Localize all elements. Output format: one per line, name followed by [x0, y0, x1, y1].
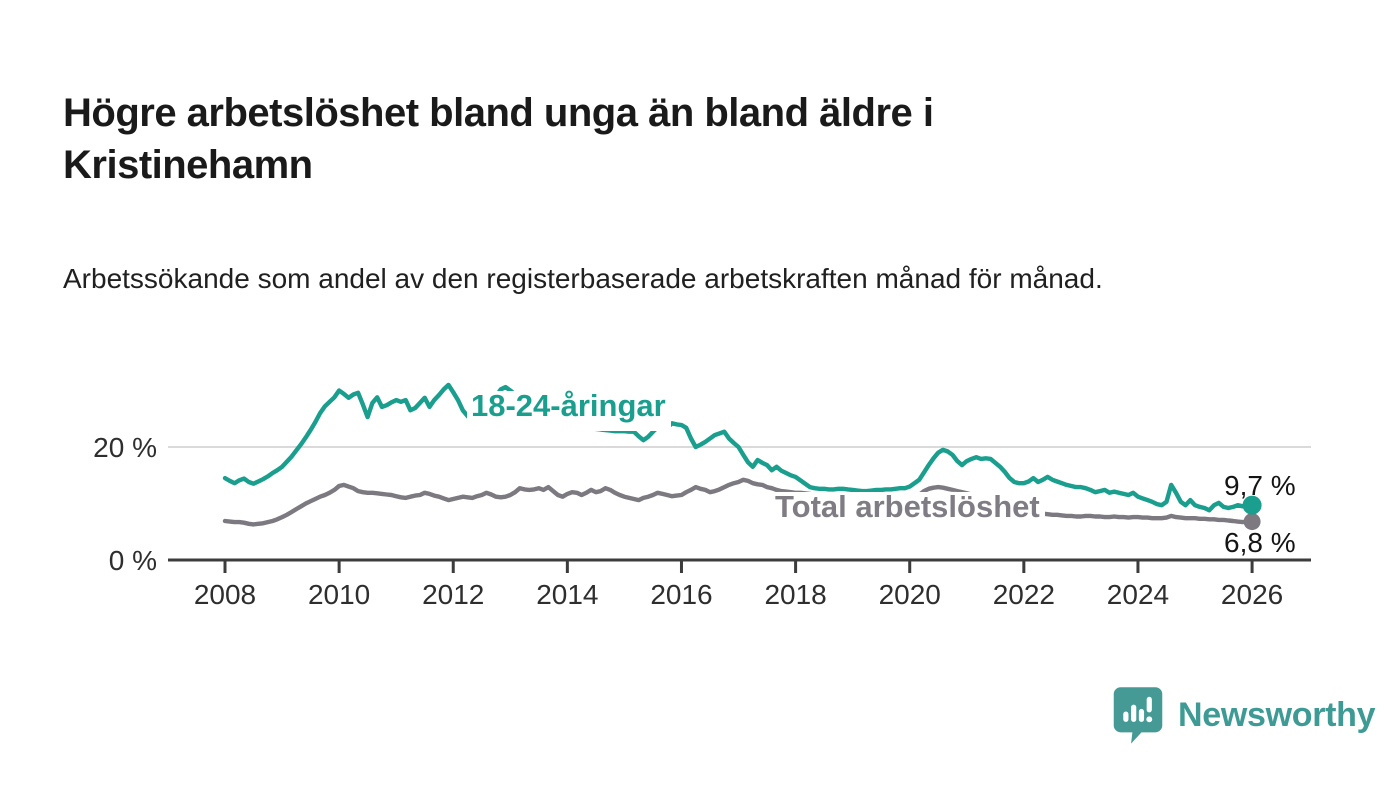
- chart-subtitle: Arbetssökande som andel av den registerb…: [63, 263, 1103, 294]
- x-tick-label: 2016: [650, 579, 712, 610]
- x-tick-label: 2012: [422, 579, 484, 610]
- series-line-0: [222, 382, 1255, 513]
- series-label-18-24: 18-24-åringar: [467, 390, 671, 431]
- series-layer: [222, 382, 1262, 531]
- series-label-total: Total arbetslöshet: [773, 491, 1045, 527]
- y-tick-label: 0 %: [109, 545, 157, 576]
- y-tick-label: 20 %: [93, 432, 157, 463]
- series-end-dot-1: [1243, 513, 1261, 531]
- x-tick-label: 2008: [194, 579, 256, 610]
- end-value-label-total: 6,8 %: [1224, 527, 1296, 558]
- newsworthy-logo-text: Newsworthy: [1178, 695, 1376, 734]
- axis-layer: 20 % 0 % 2008 2010 2012 2014 2016 2018 2020 2022 2…: [93, 432, 1311, 610]
- newsworthy-logo-icon: [1113, 687, 1163, 744]
- end-value-label-18-24: 9,7 %: [1224, 470, 1296, 501]
- series-end-dot-0: [1242, 495, 1262, 515]
- x-tick-label: 2010: [308, 579, 370, 610]
- x-tick-label: 2020: [879, 579, 941, 610]
- x-tick-label: 2022: [993, 579, 1055, 610]
- x-tick-label: 2018: [764, 579, 826, 610]
- page-title: Högre arbetslöshet bland unga än bland ä…: [63, 90, 934, 187]
- x-tick-label: 2024: [1107, 579, 1169, 610]
- x-tick-label: 2026: [1221, 579, 1283, 610]
- x-tick-label: 2014: [536, 579, 598, 610]
- newsworthy-logo: Newsworthy: [1112, 684, 1376, 746]
- series-line-1: [222, 477, 1255, 527]
